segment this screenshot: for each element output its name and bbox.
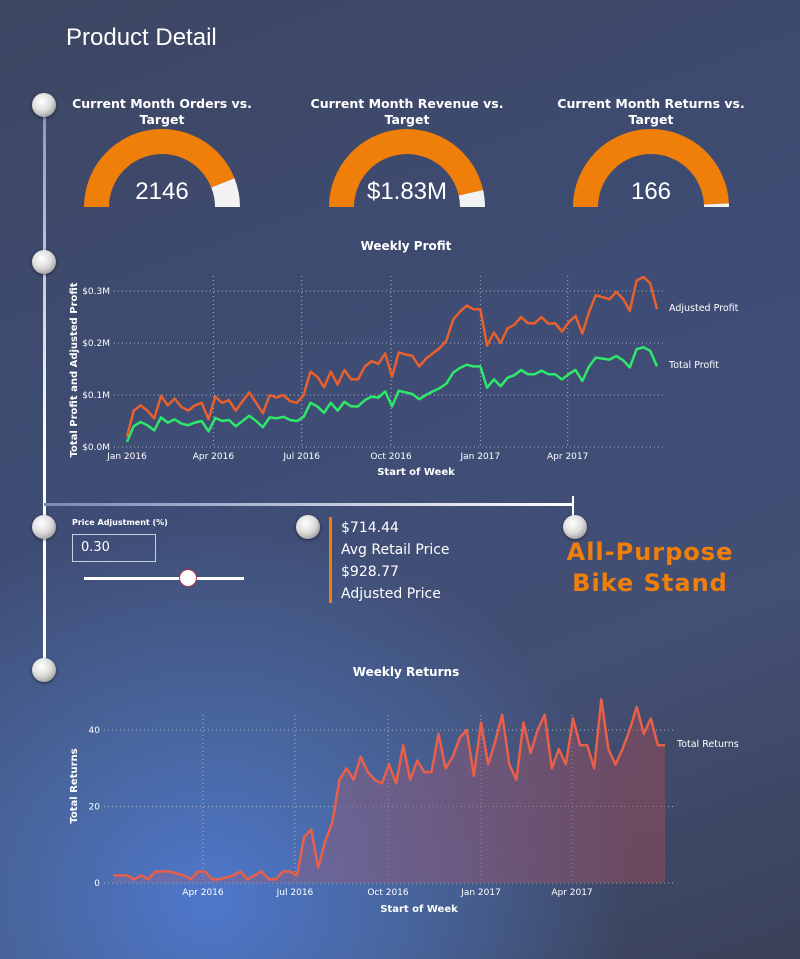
- timeline-knob: [32, 515, 56, 539]
- timeline-knob: [32, 250, 56, 274]
- avg-retail-price-value: $714.44: [341, 520, 399, 536]
- price-adjustment-slider[interactable]: [84, 577, 244, 580]
- timeline-connector: [572, 496, 574, 516]
- returns-y-axis-label: Total Returns: [69, 748, 80, 823]
- y-tick-label: 20: [89, 803, 101, 813]
- gauge-fill-arc: [329, 128, 484, 207]
- gauge-revenue-value: $1.83M: [366, 178, 448, 205]
- y-tick-label: 40: [89, 726, 101, 736]
- gauge-returns-title: Current Month Returns vs. Target: [557, 96, 745, 127]
- profit-y-axis-label: Total Profit and Adjusted Profit: [69, 282, 80, 457]
- gauge-revenue-title: Current Month Revenue vs. Target: [310, 96, 504, 127]
- gauge-remaining-arc: [458, 189, 485, 207]
- x-tick-label: Jul 2016: [276, 888, 314, 898]
- price-kpis: $714.44 Avg Retail Price $928.77 Adjuste…: [329, 517, 450, 603]
- series-line-adjusted-profit: [125, 275, 659, 437]
- x-tick-label: Oct 2016: [370, 452, 412, 462]
- adjusted-price-value: $928.77: [341, 564, 399, 580]
- x-tick-label: Apr 2016: [182, 888, 224, 898]
- gauge-returns-value: 166: [630, 178, 672, 205]
- gauge-orders-value: 2146: [135, 178, 189, 205]
- x-tick-label: Jan 2017: [460, 452, 501, 462]
- weekly-profit-chart: $0.0M $0.1M $0.2M $0.3M Jan 2016 Apr 2016 Jul …: [82, 275, 665, 462]
- gauge-fill-arc: [573, 129, 729, 207]
- x-tick-label: Jan 2017: [460, 888, 501, 898]
- gauge-orders: [84, 129, 240, 207]
- weekly-profit-title: Weekly Profit: [360, 239, 452, 253]
- series-line-total-returns: [113, 698, 665, 881]
- gauge-fill-arc: [84, 129, 235, 207]
- y-tick-label: $0.3M: [82, 287, 110, 297]
- x-tick-label: Apr 2017: [547, 452, 588, 462]
- x-tick-label: Apr 2016: [193, 452, 235, 462]
- y-tick-label: $0.0M: [82, 443, 110, 453]
- gauge-returns: [573, 129, 729, 207]
- series-area: [113, 699, 665, 883]
- y-tick-label: 0: [94, 879, 100, 889]
- product-name-line1: All-Purpose: [566, 538, 734, 566]
- timeline-vertical-line: [43, 105, 46, 670]
- x-tick-label: Jan 2016: [106, 452, 147, 462]
- timeline-knob: [296, 515, 320, 539]
- timeline-knob: [32, 658, 56, 682]
- x-tick-label: Jul 2016: [282, 452, 320, 462]
- price-adjustment-slider-thumb[interactable]: [179, 569, 197, 587]
- weekly-returns-chart: 0 20 40 Apr 2016 Jul 2016 Oct 2016 Jan 2017 Apr…: [89, 698, 673, 898]
- series-line-total-profit: [125, 345, 659, 443]
- timeline-knob: [32, 93, 56, 117]
- price-adjustment-input[interactable]: 0.30: [72, 534, 156, 562]
- x-tick-label: Apr 2017: [551, 888, 592, 898]
- page-title: Product Detail: [66, 24, 217, 51]
- timeline-horizontal-line: [44, 503, 574, 506]
- price-adjustment-label: Price Adjustment (%): [72, 518, 168, 527]
- product-name-line2: Bike Stand: [572, 569, 728, 597]
- adjusted-profit-series-label: Adjusted Profit: [669, 303, 739, 314]
- gauge-remaining-arc: [703, 203, 729, 207]
- returns-x-axis-label: Start of Week: [380, 904, 458, 915]
- avg-retail-price-label: Avg Retail Price: [341, 542, 450, 558]
- x-tick-label: Oct 2016: [367, 888, 409, 898]
- product-name: All-Purpose Bike Stand: [560, 537, 740, 599]
- gauge-revenue: [329, 128, 485, 207]
- total-profit-series-label: Total Profit: [668, 360, 719, 371]
- timeline-knob: [563, 515, 587, 539]
- y-tick-label: $0.2M: [82, 339, 110, 349]
- total-returns-series-label: Total Returns: [676, 739, 739, 750]
- gauge-orders-title: Current Month Orders vs. Target: [72, 96, 252, 127]
- weekly-returns-title: Weekly Returns: [352, 665, 460, 679]
- y-tick-label: $0.1M: [82, 391, 110, 401]
- gauges-svg: [84, 128, 729, 207]
- profit-x-axis-label: Start of Week: [377, 467, 455, 478]
- adjusted-price-label: Adjusted Price: [341, 586, 441, 602]
- gauge-remaining-arc: [211, 178, 240, 207]
